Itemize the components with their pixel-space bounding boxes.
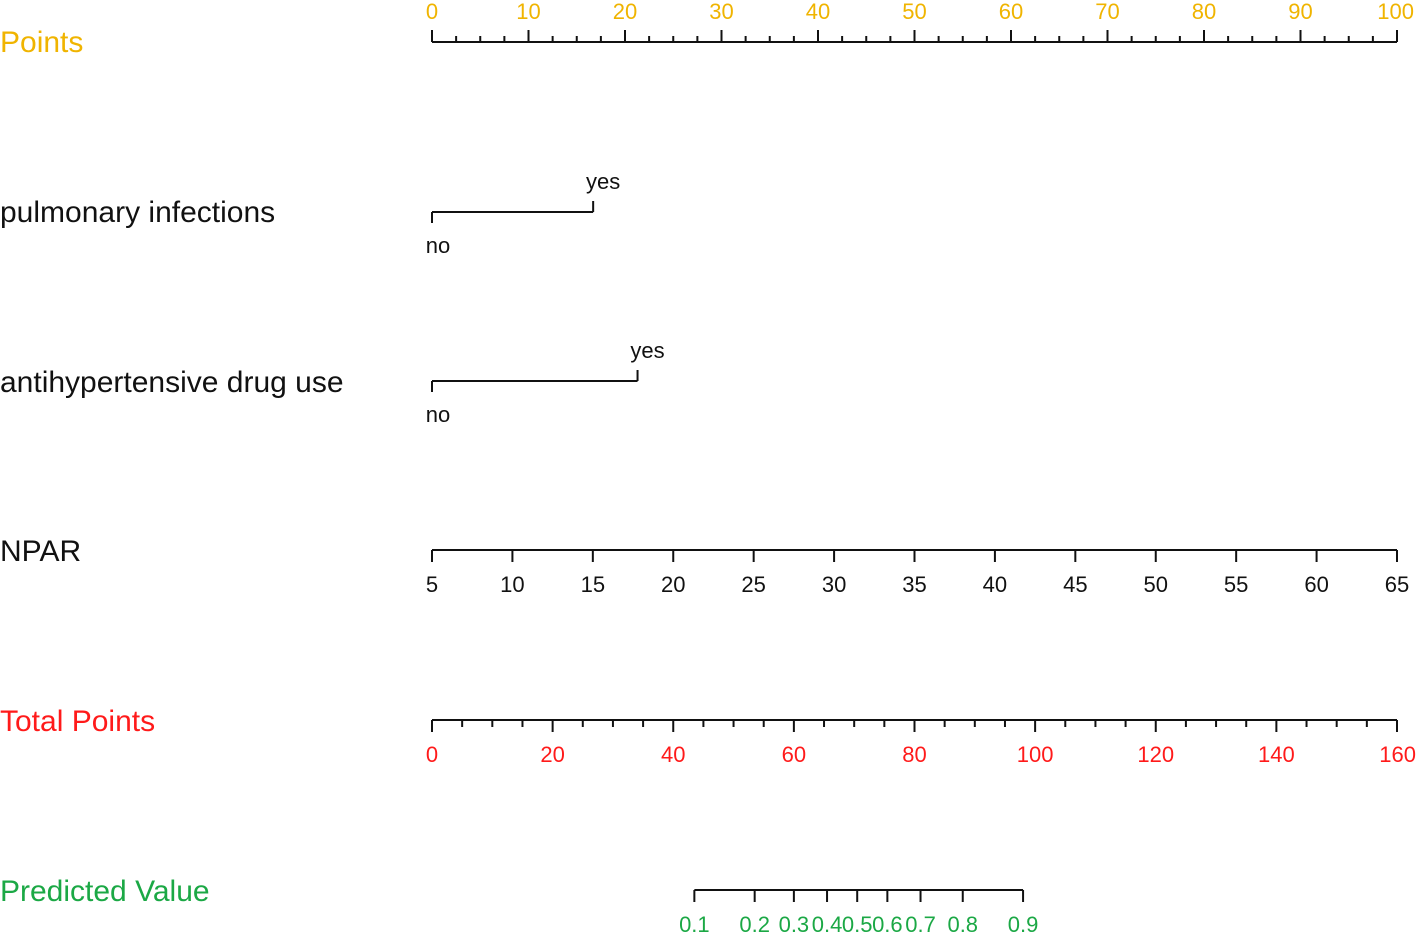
total-points-tick-label: 160 <box>1379 742 1416 767</box>
points-tick-label: 60 <box>999 0 1023 24</box>
points-tick-label: 10 <box>516 0 540 24</box>
total-points-tick-label: 0 <box>426 742 438 767</box>
points-tick-label: 0 <box>426 0 438 24</box>
points-tick-label: 50 <box>902 0 926 24</box>
predicted-tick-label: 0.9 <box>1008 912 1039 932</box>
points-tick-label: 30 <box>709 0 733 24</box>
predicted-tick-label: 0.1 <box>679 912 710 932</box>
predicted-tick-label: 0.2 <box>739 912 770 932</box>
predicted-value-axis-label: Predicted Value <box>0 875 210 908</box>
npar-tick-label: 15 <box>581 572 605 597</box>
predicted-tick-label: 0.4 <box>812 912 843 932</box>
total-points-tick-label: 140 <box>1258 742 1295 767</box>
points-tick-label: 20 <box>613 0 637 24</box>
total-points-tick-label: 40 <box>661 742 685 767</box>
level-label-no: no <box>426 402 450 427</box>
points-tick-label: 70 <box>1095 0 1119 24</box>
pulmonary-infections-label: pulmonary infections <box>0 196 275 229</box>
points-tick-label: 100 <box>1377 0 1414 24</box>
total-points-tick-label: 20 <box>540 742 564 767</box>
predicted-tick-label: 0.6 <box>872 912 903 932</box>
total-points-tick-label: 100 <box>1017 742 1054 767</box>
level-label-no: no <box>426 233 450 258</box>
npar-tick-label: 25 <box>741 572 765 597</box>
npar-tick-label: 45 <box>1063 572 1087 597</box>
total-points-axis-label: Total Points <box>0 705 155 738</box>
total-points-tick-label: 80 <box>902 742 926 767</box>
npar-tick-label: 60 <box>1304 572 1328 597</box>
points-axis-label: Points <box>0 26 83 59</box>
npar-tick-label: 55 <box>1224 572 1248 597</box>
predicted-tick-label: 0.8 <box>947 912 978 932</box>
npar-tick-label: 50 <box>1144 572 1168 597</box>
npar-tick-label: 10 <box>500 572 524 597</box>
points-tick-label: 40 <box>806 0 830 24</box>
chart-marks: 0 10 20 30 40 50 60 70 80 90 100 no yes no yes 5 10 15 20 2… <box>426 0 1416 932</box>
points-tick-label: 90 <box>1288 0 1312 24</box>
npar-tick-label: 35 <box>902 572 926 597</box>
npar-label: NPAR <box>0 535 81 568</box>
points-tick-label: 80 <box>1192 0 1216 24</box>
npar-tick-label: 5 <box>426 572 438 597</box>
level-label-yes: yes <box>630 338 664 363</box>
npar-tick-label: 65 <box>1385 572 1409 597</box>
npar-tick-label: 30 <box>822 572 846 597</box>
predicted-tick-label: 0.3 <box>779 912 810 932</box>
antihypertensive-drug-use-label: antihypertensive drug use <box>0 366 344 399</box>
total-points-tick-label: 120 <box>1137 742 1174 767</box>
npar-tick-label: 40 <box>983 572 1007 597</box>
predicted-tick-label: 0.7 <box>905 912 936 932</box>
total-points-tick-label: 60 <box>782 742 806 767</box>
level-label-yes: yes <box>586 169 620 194</box>
npar-tick-label: 20 <box>661 572 685 597</box>
predicted-tick-label: 0.5 <box>842 912 873 932</box>
